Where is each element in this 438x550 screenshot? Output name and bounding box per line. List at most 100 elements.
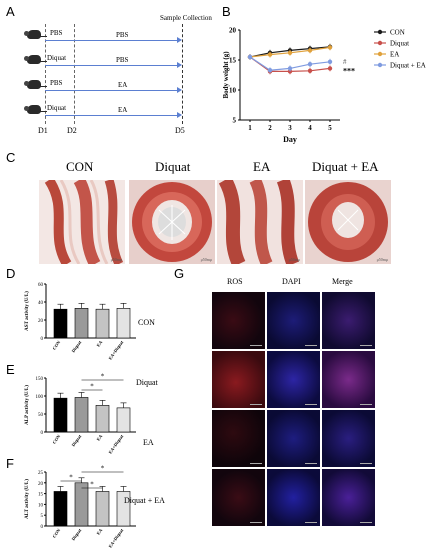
scale-label: μ50mμ — [200, 257, 212, 262]
y-tick-label: 20 — [229, 27, 237, 35]
panel-label-d: D — [6, 266, 16, 281]
row3-pre-label: PBS — [50, 79, 63, 87]
bar — [95, 405, 110, 433]
scale-label: μ50mμ — [288, 257, 300, 262]
row1-pre-label: PBS — [50, 29, 63, 37]
category-label: Diquat — [71, 527, 83, 541]
row4-post-label: EA — [118, 106, 128, 114]
bar — [116, 491, 131, 527]
row3-post-label: EA — [118, 81, 128, 89]
y-tick-label: 5 — [233, 117, 237, 125]
significance-star: * — [69, 474, 73, 482]
fluor-diquat-ea-dapi — [267, 469, 320, 526]
category-label: EA — [96, 527, 104, 536]
legend-marker — [377, 62, 383, 68]
legend-marker — [377, 51, 383, 57]
fluor-con-merge — [322, 292, 375, 349]
scale-label: μ50mμ — [110, 257, 122, 262]
fluor-ea-ros — [212, 410, 265, 467]
fluor-diquat-ea-merge — [322, 469, 375, 526]
histo-title-diquat: Diquat — [155, 159, 191, 174]
annotation-stars: *** — [343, 66, 355, 75]
scale-label: μ50mμ — [376, 257, 388, 262]
fluor-diquat-dapi — [267, 351, 320, 408]
row2-post-label: PBS — [116, 56, 129, 64]
y-tick-label: 15 — [38, 493, 44, 498]
bar — [53, 397, 68, 433]
category-label: Diquat — [71, 433, 83, 447]
y-axis-label: ALT activity (U/L) — [25, 479, 30, 519]
legend-marker — [377, 29, 383, 35]
legend-label: EA — [390, 51, 399, 59]
fluor-diquat-ea-ros — [212, 469, 265, 526]
y-tick-label: 0 — [41, 431, 44, 436]
significance-star: * — [90, 383, 94, 391]
fluor-ea-dapi — [267, 410, 320, 467]
y-tick-label: 10 — [229, 87, 237, 95]
fluor-diquat-merge — [322, 351, 375, 408]
histo-title-diquat-ea: Diquat + EA — [312, 159, 379, 174]
y-axis-label: ALP activity (U/L) — [25, 385, 30, 425]
arrow-head-icon — [177, 62, 182, 68]
arrow-head-icon — [177, 37, 182, 43]
bar — [53, 491, 68, 527]
arrow-head-icon — [177, 112, 182, 118]
legend-label: Diquat — [390, 40, 409, 48]
data-point — [327, 66, 333, 71]
x-axis-label: Day — [283, 135, 297, 144]
fluor-con-dapi — [267, 292, 320, 349]
histology-image-con: μ50mμ — [39, 180, 125, 264]
arrow-head-icon — [177, 87, 182, 93]
data-point — [327, 59, 333, 64]
panel-label-a: A — [6, 4, 15, 19]
panel-label-e: E — [6, 362, 15, 377]
panel-label-b: B — [222, 4, 231, 19]
y-tick-label: 15 — [229, 57, 237, 65]
row2-pre-label: Diquat — [47, 54, 67, 62]
x-tick-label: 4 — [308, 124, 312, 132]
bar — [74, 397, 89, 433]
y-tick-label: 20 — [38, 482, 44, 487]
data-point — [247, 54, 253, 60]
bar — [74, 482, 89, 527]
data-point — [287, 50, 293, 55]
y-tick-label: 25 — [38, 471, 44, 476]
row1-post-label: PBS — [116, 31, 129, 39]
y-tick-label: 0 — [41, 525, 44, 530]
bar — [116, 407, 131, 433]
col-dapi-label: DAPI — [282, 277, 301, 286]
row4-pre-label: Diquat — [47, 104, 67, 112]
category-label: Diquat — [71, 339, 83, 353]
x-tick-label: 2 — [268, 124, 272, 132]
histology-image-diquat-ea: μ50mμ — [305, 180, 391, 264]
mouse-icon — [24, 55, 47, 64]
legend-label: CON — [390, 29, 405, 37]
category-label: EA — [96, 339, 104, 348]
mouse-icon — [24, 80, 47, 89]
sample-collection-label: Sample Collection — [160, 14, 212, 22]
panel-label-g: G — [174, 266, 185, 281]
y-tick-label: 60 — [38, 283, 44, 288]
y-tick-label: 150 — [36, 377, 44, 382]
y-tick-label: 0 — [41, 337, 44, 342]
data-point — [327, 45, 333, 50]
category-label: EA+Diquat — [108, 339, 125, 360]
row-diquat-label: Diquat — [136, 378, 158, 387]
body-weight-chart: 5 10 15 20 1 2 3 4 5 Day Body weight (g) #*** CON Diq… — [222, 27, 426, 145]
data-point — [307, 62, 313, 67]
row-ea-label: EA — [143, 438, 154, 447]
x-tick-label: 5 — [328, 124, 332, 132]
data-point — [307, 68, 313, 73]
y-tick-label: 10 — [38, 503, 44, 508]
category-label: EA+Diquat — [108, 527, 125, 548]
bar — [53, 308, 68, 339]
histology-image-diquat: μ50mμ — [129, 180, 215, 264]
y-tick-label: 40 — [38, 301, 44, 306]
data-point — [287, 66, 293, 71]
legend-label: Diquat + EA — [390, 62, 426, 70]
annotation-hash: # — [343, 58, 347, 66]
alp-bar-chart: 0 50 100 150 ALP activity (U/L) CON Diquat EA EA… — [25, 373, 136, 455]
data-point — [307, 48, 313, 53]
mouse-icon — [24, 105, 47, 114]
significance-star: * — [101, 373, 105, 381]
